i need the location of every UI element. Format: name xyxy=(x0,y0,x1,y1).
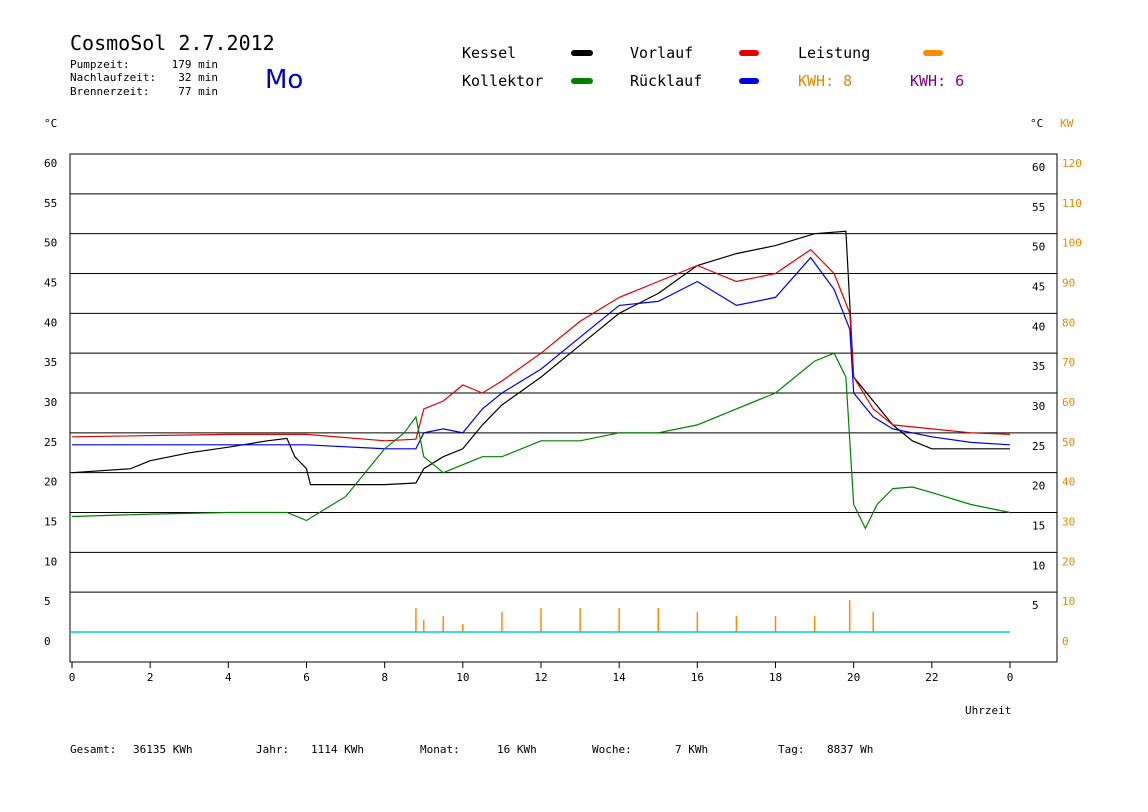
footer-value: 36135 KWh xyxy=(133,743,193,756)
series-line-kollektor xyxy=(71,352,1011,530)
stat-label: Nachlaufzeit: xyxy=(70,71,156,84)
y2-tick-label: 0 xyxy=(1062,635,1069,648)
y-tick-label-right: 10 xyxy=(1032,559,1045,572)
x-tick-label: 0 xyxy=(1007,671,1014,684)
kwh-orange: KWH: 8 xyxy=(798,72,852,90)
right-power-unit-label: KW xyxy=(1060,117,1074,130)
y2-tick-label: 60 xyxy=(1062,396,1075,409)
legend: Kessel Kollektor Vorlauf Rücklauf Leistu… xyxy=(462,44,964,90)
x-tick-label: 0 xyxy=(69,671,76,684)
footer-value: 16 KWh xyxy=(497,743,537,756)
y2-tick-label: 90 xyxy=(1062,277,1075,290)
series-group xyxy=(71,230,1011,632)
grid xyxy=(70,153,1057,593)
x-axis: 0 2 4 6 8 10 12 14 16 18 20 22 0 xyxy=(69,662,1014,684)
y-tick-label-right: 45 xyxy=(1032,281,1045,294)
right-unit-label: °C xyxy=(1030,117,1043,130)
y-tick-label-right: 55 xyxy=(1032,201,1045,214)
plot-frame xyxy=(69,153,1058,663)
legend-label: Vorlauf xyxy=(630,44,693,62)
x-tick-label: 18 xyxy=(769,671,782,684)
y2-tick-label: 120 xyxy=(1062,157,1082,170)
y-tick-label: 40 xyxy=(44,316,57,329)
footer-label: Tag: xyxy=(778,743,805,756)
footer-value: 8837 Wh xyxy=(827,743,873,756)
y-tick-label-right: 60 xyxy=(1032,161,1045,174)
footer-label: Woche: xyxy=(592,743,632,756)
stat-label: Brennerzeit: xyxy=(70,85,149,98)
y-tick-label: 50 xyxy=(44,237,57,250)
x-tick-label: 6 xyxy=(303,671,310,684)
y-axis-right: 5 10 15 20 25 30 35 40 45 50 55 60 xyxy=(1032,161,1045,612)
y2-tick-label: 70 xyxy=(1062,356,1075,369)
y2-tick-label: 50 xyxy=(1062,436,1075,449)
y-tick-label: 25 xyxy=(44,436,57,449)
legend-label: Rücklauf xyxy=(630,72,702,90)
x-tick-label: 10 xyxy=(456,671,469,684)
footer-value: 7 KWh xyxy=(675,743,708,756)
y-tick-label: 55 xyxy=(44,197,57,210)
footer-stats: Gesamt: 36135 KWh Jahr: 1114 KWh Monat: … xyxy=(70,743,873,756)
y2-tick-label: 100 xyxy=(1062,237,1082,250)
stat-value: 32 min xyxy=(178,71,218,84)
weekday-label: Mo xyxy=(265,65,303,95)
y-tick-label: 10 xyxy=(44,555,57,568)
y2-tick-label: 10 xyxy=(1062,595,1075,608)
series-line-vorlauf xyxy=(71,248,1011,442)
y2-tick-label: 40 xyxy=(1062,476,1075,489)
legend-label: Leistung xyxy=(798,44,870,62)
chart-title: CosmoSol 2.7.2012 xyxy=(70,31,275,55)
y-tick-label-right: 5 xyxy=(1032,599,1039,612)
footer-label: Monat: xyxy=(420,743,460,756)
legend-label: Kessel xyxy=(462,44,516,62)
y-tick-label-right: 50 xyxy=(1032,241,1045,254)
footer-label: Jahr: xyxy=(256,743,289,756)
y-tick-label: 20 xyxy=(44,476,57,489)
y-tick-label: 35 xyxy=(44,356,57,369)
x-tick-label: 22 xyxy=(925,671,938,684)
y-tick-label: 60 xyxy=(44,157,57,170)
x-tick-label: 4 xyxy=(225,671,232,684)
footer-value: 1114 KWh xyxy=(311,743,364,756)
stat-label: Pumpzeit: xyxy=(70,58,130,71)
stat-value: 77 min xyxy=(178,85,218,98)
y2-tick-label: 80 xyxy=(1062,316,1075,329)
y-tick-label: 5 xyxy=(44,595,51,608)
x-tick-label: 20 xyxy=(847,671,860,684)
x-tick-label: 8 xyxy=(381,671,388,684)
stat-value: 179 min xyxy=(172,58,218,71)
x-tick-label: 12 xyxy=(534,671,547,684)
y2-tick-label: 20 xyxy=(1062,555,1075,568)
y-tick-label-right: 15 xyxy=(1032,520,1045,533)
x-tick-label: 14 xyxy=(613,671,627,684)
x-tick-label: 2 xyxy=(147,671,154,684)
y-tick-label-right: 20 xyxy=(1032,480,1045,493)
y2-tick-label: 110 xyxy=(1062,197,1082,210)
footer-label: Gesamt: xyxy=(70,743,116,756)
left-unit-label: °C xyxy=(44,117,57,130)
header-stats: Pumpzeit: 179 min Nachlaufzeit: 32 min B… xyxy=(70,58,218,98)
y-tick-label-right: 30 xyxy=(1032,400,1045,413)
x-tick-label: 16 xyxy=(691,671,704,684)
y2-tick-label: 30 xyxy=(1062,516,1075,529)
series-line-kessel xyxy=(71,230,1010,486)
y-axis-power: 0 10 20 30 40 50 60 70 80 90 100 110 120 xyxy=(1062,157,1082,648)
y-tick-label-right: 40 xyxy=(1032,320,1045,333)
x-axis-label: Uhrzeit xyxy=(965,704,1011,717)
y-tick-label-right: 25 xyxy=(1032,440,1045,453)
y-tick-label: 0 xyxy=(44,635,51,648)
legend-label: Kollektor xyxy=(462,72,543,90)
series-line-rcklauf xyxy=(72,256,1011,450)
y-tick-label: 15 xyxy=(44,516,57,529)
y-tick-label: 45 xyxy=(44,277,57,290)
kwh-purple: KWH: 6 xyxy=(910,72,964,90)
y-tick-label: 30 xyxy=(44,396,57,409)
y-tick-label-right: 35 xyxy=(1032,360,1045,373)
y-axis-left: 0 5 10 15 20 25 30 35 40 45 50 55 60 xyxy=(44,157,57,648)
